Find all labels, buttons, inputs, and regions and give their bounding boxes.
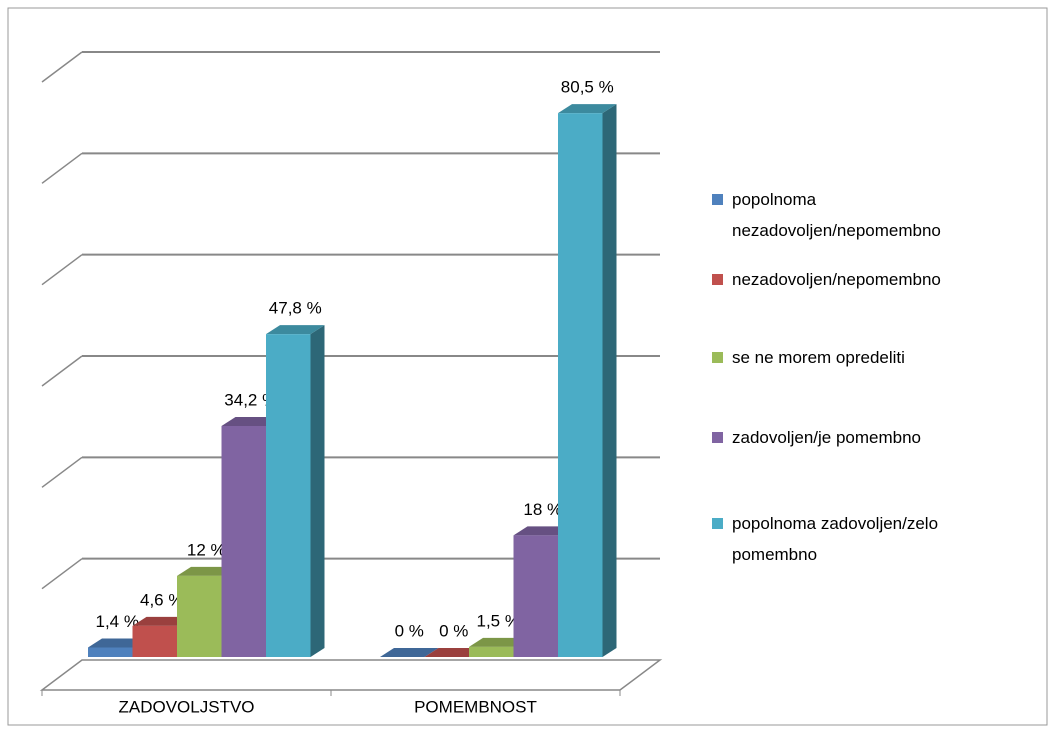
- bar-face: [266, 334, 311, 657]
- bar-face: [310, 325, 325, 657]
- bar-face: [88, 638, 147, 648]
- x-tick-label: POMEMBNOST: [414, 697, 537, 716]
- data-label: 34,2 %: [224, 390, 277, 409]
- data-label: 0 %: [395, 621, 424, 640]
- legend-entry: se ne morem opredeliti: [732, 348, 905, 367]
- grid-line-side: [41, 355, 83, 387]
- bar-face: [177, 575, 222, 657]
- floor: [39, 659, 663, 691]
- grid-line-side: [41, 254, 83, 286]
- bar-face: [513, 526, 572, 536]
- legend-swatch: [712, 432, 723, 443]
- data-label: 18 %: [523, 500, 562, 519]
- bar-face: [88, 647, 133, 657]
- bar-face: [424, 648, 483, 657]
- bar-face: [380, 648, 439, 657]
- grid-line-side: [41, 456, 83, 488]
- bar-face: [221, 425, 266, 657]
- grid-line-side: [41, 51, 83, 83]
- bar-face: [266, 325, 325, 335]
- data-label: 80,5 %: [561, 78, 614, 97]
- bar-face: [469, 637, 528, 647]
- x-tick-label: ZADOVOLJSTVO: [118, 697, 254, 716]
- legend-entry: popolnoma zadovoljen/zelo pomembno: [732, 514, 939, 564]
- data-label: 1,4 %: [96, 612, 139, 631]
- bar: [558, 104, 617, 657]
- bar-face: [558, 104, 617, 114]
- legend-entry: popolnoma nezadovoljen/nepomembno: [732, 190, 941, 240]
- legend-entry: nezadovoljen/nepomembno: [732, 270, 941, 289]
- bar-face: [132, 625, 177, 657]
- bar-face: [177, 566, 236, 576]
- data-label: 4,6 %: [140, 590, 183, 609]
- bar-face: [469, 646, 514, 657]
- bar-face: [221, 416, 280, 426]
- legend-swatch: [712, 194, 723, 205]
- bar-face: [513, 535, 558, 657]
- data-label: 47,8 %: [269, 299, 322, 318]
- bar: [380, 648, 439, 657]
- legend-swatch: [712, 518, 723, 529]
- legend-entry: zadovoljen/je pomembno: [732, 428, 922, 447]
- bar: [424, 648, 483, 657]
- grid-line-side: [41, 152, 83, 184]
- data-label: 0 %: [439, 621, 468, 640]
- bar-face: [602, 104, 617, 657]
- legend-swatch: [712, 352, 723, 363]
- data-label: 12 %: [187, 540, 226, 559]
- bar-face: [132, 616, 191, 626]
- grid-line-side: [41, 558, 83, 590]
- bar-face: [558, 113, 603, 657]
- bar: [266, 325, 325, 657]
- data-label: 1,5 %: [477, 611, 520, 630]
- legend-swatch: [712, 274, 723, 285]
